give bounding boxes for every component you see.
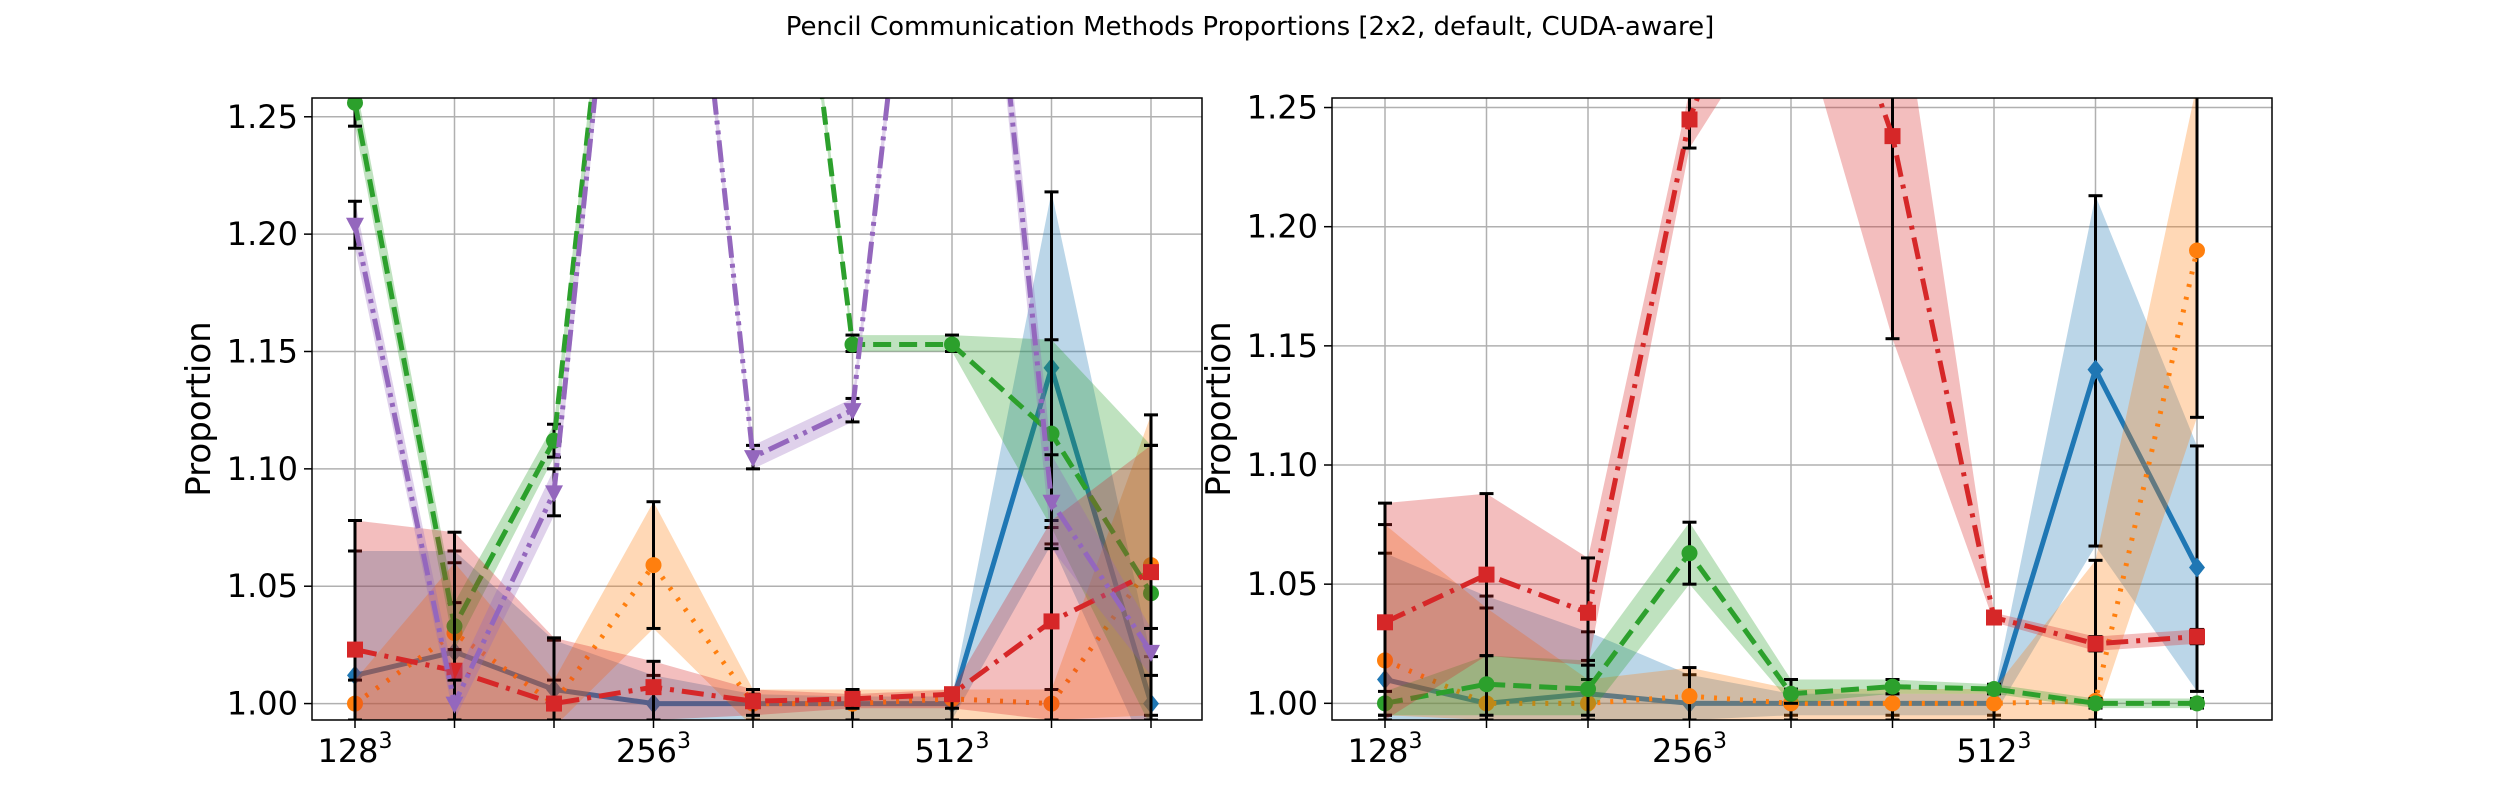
data-point [1986,681,2002,698]
data-point [2189,242,2205,259]
y-axis-label: Proportion [1199,321,1239,496]
data-point [745,693,761,710]
data-point [944,336,960,353]
data-point [1681,545,1698,562]
y-axis-label: Proportion [179,321,219,496]
data-point [1580,681,1596,698]
y-tick-label: 1.00 [227,685,298,723]
x-tick-label: 2563 [1652,729,1727,770]
data-point [944,686,960,703]
data-point [1681,688,1698,705]
data-point [1043,613,1060,630]
data-point [1042,494,1061,512]
data-point [2189,628,2205,645]
data-point [645,679,662,696]
y-tick-label: 1.20 [1247,208,1318,246]
data-point [545,485,563,503]
data-point [2189,557,2205,578]
confidence-band [355,191,1151,720]
y-tick-label: 1.15 [227,332,298,370]
series-3 [347,443,1159,720]
confidence-band [1385,98,2197,720]
series-line [1384,249,2200,706]
y-tick-label: 1.25 [227,98,298,136]
y-tick-label: 1.05 [227,567,298,605]
chart-panel-left: 1.00 1.05 1.10 1.15 1.20 1.25 1283 2563 5123 Prop… [179,97,1203,770]
data-point [645,557,662,574]
data-point [347,98,363,111]
data-point [1478,566,1495,583]
data-point [445,696,464,714]
series-4 [346,98,1160,720]
axes-frame [1331,97,2273,721]
confidence-band [1385,195,2197,720]
data-point [1884,695,1901,712]
x-tick-label: 2563 [616,729,691,770]
confidence-band [355,98,1151,720]
grid [1332,98,2272,720]
plot-area [346,98,1160,720]
data-point [1142,644,1160,662]
data-point [844,336,861,353]
series-line [352,98,1154,629]
data-point [546,695,562,712]
y-tick-label: 1.10 [227,450,298,488]
y-tick-label: 1.15 [1247,327,1318,365]
y-tick-label: 1.00 [1247,684,1318,722]
data-point [1986,609,2002,626]
series-line [354,569,1153,707]
data-point [744,450,762,468]
data-point [843,403,862,421]
chart-panel-right: 1.00 1.05 1.10 1.15 1.20 1.25 1283 2563 5123 Prop… [1199,89,2273,770]
x-tick-label: 5123 [1956,729,2031,770]
data-point [1783,685,1799,702]
data-point [446,662,463,679]
data-point [1478,676,1495,693]
plot-area [1377,98,2205,720]
y-tick-label: 1.10 [1247,446,1318,484]
confidence-band [355,414,1151,720]
y-tick-label: 1.05 [1247,565,1318,603]
data-point [2087,695,2104,712]
data-point [1884,128,1901,145]
data-point [1986,695,2002,712]
data-point [1043,425,1060,442]
y-tick-label: 1.20 [227,215,298,253]
series-2 [1377,520,2205,717]
data-point [1681,111,1698,128]
data-point [1580,604,1596,621]
axes-frame [311,97,1203,721]
data-point [1884,678,1901,695]
data-point [346,217,364,235]
x-tick-label: 1283 [317,729,392,770]
data-point [844,690,861,707]
data-point [2087,635,2104,652]
series-3 [1377,98,2205,720]
data-point [347,641,363,658]
data-point [1377,614,1393,631]
data-point [2189,695,2205,712]
data-point [2087,359,2104,380]
x-tick-label: 5123 [914,729,989,770]
data-point [1143,564,1159,581]
y-tick-label: 1.25 [1247,89,1318,127]
figure-title: Pencil Communication Methods Proportions… [785,12,1715,42]
x-tick-label: 1283 [1347,729,1422,770]
